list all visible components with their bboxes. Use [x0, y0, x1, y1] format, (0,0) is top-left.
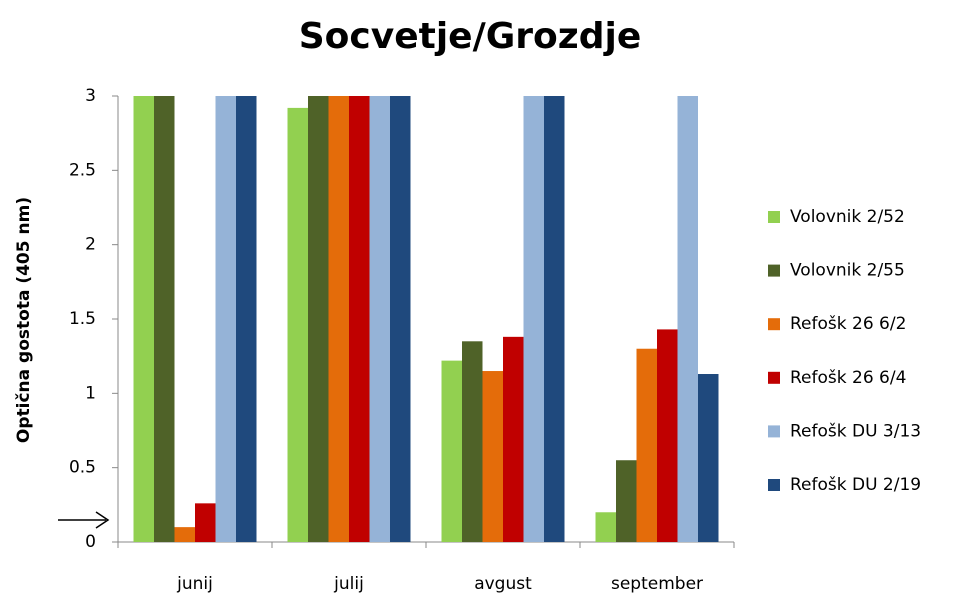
bar — [390, 96, 411, 542]
legend-swatch — [768, 425, 780, 438]
legend-label: Volovnik 2/55 — [790, 261, 905, 281]
x-tick-label: julij — [333, 574, 364, 594]
x-tick-label: september — [611, 574, 703, 594]
y-tick-label: 1 — [85, 383, 96, 403]
legend-swatch — [768, 479, 780, 491]
bar — [462, 341, 483, 542]
legend-label: Refošk DU 2/19 — [790, 475, 921, 495]
y-tick-label: 3 — [85, 86, 96, 106]
legend-swatch — [768, 318, 780, 331]
bar — [287, 107, 308, 542]
arrow-head — [95, 511, 110, 529]
y-tick-label: 0.5 — [69, 458, 96, 478]
bar — [369, 96, 390, 542]
y-tick-label: 2 — [85, 235, 96, 255]
bar — [133, 96, 154, 542]
bar — [482, 371, 503, 542]
bar — [195, 503, 216, 542]
y-tick-label: 0 — [85, 532, 96, 552]
legend-swatch — [768, 264, 780, 277]
bar — [595, 512, 616, 542]
bar — [677, 96, 698, 542]
legend-swatch — [768, 371, 780, 384]
bar — [328, 96, 349, 542]
x-tick-label: junij — [176, 574, 213, 594]
legend-label: Refošk DU 3/13 — [790, 421, 921, 441]
bar — [698, 374, 719, 542]
bar — [523, 96, 544, 542]
bar — [308, 96, 329, 542]
legend-swatch — [768, 211, 780, 223]
chart-title: Socvetje/Grozdje — [299, 16, 642, 57]
bar — [544, 96, 565, 542]
bar — [636, 348, 657, 542]
bar — [616, 460, 637, 542]
bar — [503, 336, 524, 542]
bar — [215, 96, 236, 542]
legend-label: Volovnik 2/52 — [790, 207, 905, 227]
legend-label: Refošk 26 6/4 — [790, 368, 906, 388]
bar — [236, 96, 257, 542]
bar — [441, 360, 462, 542]
bar — [349, 96, 370, 542]
y-tick-label: 2.5 — [69, 160, 96, 180]
legend-label: Refošk 26 6/2 — [790, 314, 906, 334]
y-tick-label: 1.5 — [69, 309, 96, 329]
x-tick-label: avgust — [474, 574, 532, 594]
y-axis-label: Optična gostota (405 nm) — [14, 197, 34, 443]
bar — [174, 527, 195, 542]
bar — [154, 96, 175, 542]
bar — [657, 329, 678, 542]
